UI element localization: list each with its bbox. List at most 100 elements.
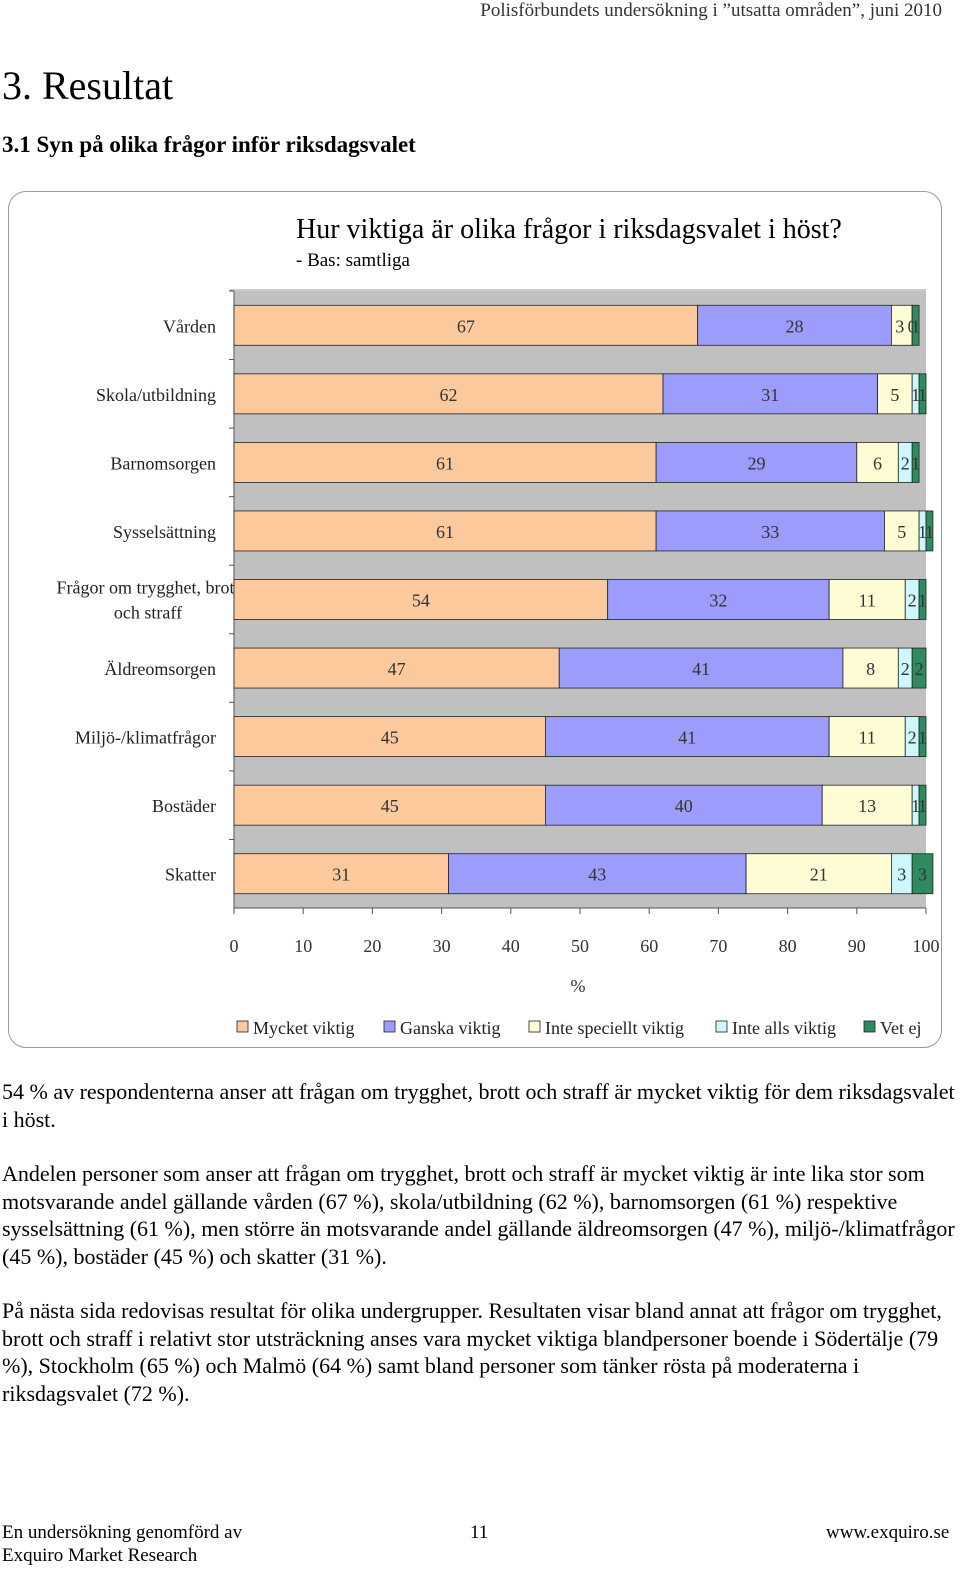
- bar-value-label: 1: [925, 522, 934, 542]
- legend-swatch: [715, 1020, 728, 1033]
- bar-segment: [233, 373, 664, 415]
- bar-value-label: 1: [911, 453, 920, 473]
- footer-company-line1: En undersökning genomförd av: [2, 1522, 243, 1543]
- bar-value-label: 61: [436, 522, 454, 542]
- x-tick-label: 40: [502, 936, 520, 956]
- bar-value-label: 6: [873, 453, 882, 473]
- bar-segment: [911, 853, 934, 895]
- bar-segment: [911, 441, 920, 483]
- chart-title: Hur viktiga är olika frågor i riksdagsva…: [296, 214, 842, 245]
- category-label: Barnomsorgen: [110, 453, 216, 473]
- bar-segment: [828, 716, 906, 758]
- bar-value-label: 11: [859, 591, 876, 611]
- bar-value-label: 28: [786, 316, 804, 336]
- x-tick-label: 10: [294, 936, 312, 956]
- bar-value-label: 5: [897, 522, 906, 542]
- bar-segment: [745, 853, 892, 895]
- bar-segment: [821, 784, 913, 826]
- bar-value-label: 3: [897, 865, 906, 885]
- bar-segment: [233, 579, 609, 620]
- stacked-bar-chart: Vården6728301Skola/utbildning6231511Barn…: [57, 289, 940, 1038]
- legend-label: Vet ej: [880, 1018, 921, 1038]
- bar-value-label: 61: [436, 453, 454, 473]
- bar-value-label: 1: [918, 385, 927, 405]
- bar-value-label: 2: [908, 591, 917, 611]
- footer-company-line2: Exquiro Market Research: [2, 1545, 198, 1566]
- category-label: Frågor om trygghet, brott och straff: [57, 578, 240, 623]
- bar-segment: [545, 716, 830, 758]
- bar-value-label: 33: [761, 522, 779, 542]
- bar-segment: [918, 716, 927, 758]
- bar-segment: [911, 647, 927, 689]
- bar-value-label: 3: [918, 865, 927, 885]
- legend-swatch: [383, 1020, 396, 1033]
- bar-value-label: 67: [457, 316, 475, 336]
- bar-segment: [233, 853, 449, 895]
- x-tick-label: 90: [848, 936, 866, 956]
- category-label: Bostäder: [152, 796, 216, 816]
- bar-segment: [607, 579, 830, 620]
- page-header: Polisförbundets undersökning i ”utsatta …: [480, 0, 942, 21]
- bar-value-label: 62: [440, 385, 458, 405]
- category-label: Äldreomsorgen: [104, 659, 216, 679]
- bar-value-label: 31: [332, 865, 350, 885]
- bar-segment: [925, 510, 934, 552]
- legend-swatch: [863, 1020, 876, 1033]
- bar-value-label: 8: [866, 659, 875, 679]
- chart-subtitle: - Bas: samtliga: [296, 250, 410, 271]
- bar-value-label: 54: [412, 591, 430, 611]
- bar-segment: [233, 647, 560, 689]
- bar-value-label: 43: [588, 865, 606, 885]
- bar-segment: [856, 441, 899, 483]
- x-tick-label: 50: [571, 936, 589, 956]
- bar-segment: [918, 373, 927, 415]
- x-tick-label: 20: [363, 936, 381, 956]
- bar-segment: [233, 716, 546, 758]
- legend-label: Ganska viktig: [400, 1018, 501, 1038]
- bar-value-label: 3: [895, 316, 904, 336]
- bar-value-label: 2: [915, 659, 924, 679]
- bar-value-label: 5: [890, 385, 899, 405]
- category-label: Sysselsättning: [113, 522, 216, 542]
- legend-label: Inte speciellt viktig: [545, 1018, 684, 1038]
- bar-segment: [655, 441, 858, 483]
- legend-label: Inte alls viktig: [732, 1018, 836, 1038]
- bar-value-label: 1: [911, 796, 920, 816]
- x-tick-label: 30: [433, 936, 451, 956]
- bar-value-label: 1: [911, 316, 920, 336]
- bar-value-label: 1: [918, 522, 927, 542]
- bar-value-label: 45: [381, 728, 399, 748]
- bar-value-label: 21: [810, 865, 828, 885]
- x-tick-label: 70: [709, 936, 727, 956]
- bar-segment: [545, 784, 823, 826]
- bar-value-label: 40: [675, 796, 693, 816]
- bar-value-label: 1: [918, 728, 927, 748]
- category-label: Vården: [163, 316, 216, 336]
- x-tick-label: 0: [230, 936, 239, 956]
- paragraph-comparison: Andelen personer som anser att frågan om…: [2, 1161, 955, 1269]
- bar-segment: [233, 304, 699, 346]
- bar-value-label: 31: [761, 385, 779, 405]
- x-tick-label: 80: [779, 936, 797, 956]
- bar-value-label: 2: [908, 728, 917, 748]
- bar-value-label: 1: [918, 591, 927, 611]
- paragraph-subgroups: På nästa sida redovisas resultat för oli…: [2, 1298, 942, 1406]
- bar-segment: [233, 784, 546, 826]
- bar-segment: [558, 647, 844, 689]
- bar-value-label: 47: [388, 659, 406, 679]
- bar-segment: [842, 647, 899, 689]
- page-number: 11: [470, 1522, 489, 1543]
- bar-value-label: 2: [901, 659, 910, 679]
- bar-segment: [911, 304, 920, 346]
- paragraph-summary: 54 % av respondenterna anser att frågan …: [2, 1079, 955, 1132]
- footer-url-link[interactable]: www.exquiro.se: [826, 1522, 950, 1543]
- bar-value-label: 29: [747, 453, 765, 473]
- bar-value-label: 13: [858, 796, 876, 816]
- bar-segment: [918, 784, 927, 826]
- bar-segment: [448, 853, 747, 895]
- x-axis-label: %: [571, 976, 586, 996]
- bar-segment: [697, 304, 892, 346]
- x-tick-label: 100: [913, 936, 940, 956]
- section-subtitle: 3.1 Syn på olika frågor inför riksdagsva…: [2, 132, 416, 157]
- bar-segment: [233, 441, 657, 483]
